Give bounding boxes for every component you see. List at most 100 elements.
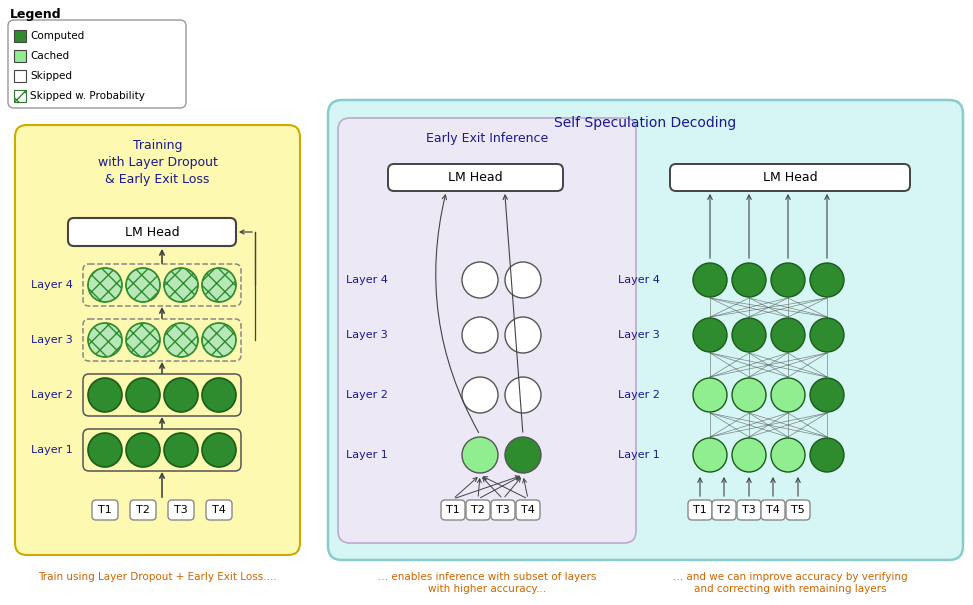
Circle shape	[693, 438, 727, 472]
Text: Layer 4: Layer 4	[618, 275, 660, 285]
Circle shape	[126, 433, 160, 467]
Circle shape	[771, 318, 805, 352]
FancyBboxPatch shape	[14, 90, 26, 102]
FancyBboxPatch shape	[466, 500, 490, 520]
Circle shape	[462, 317, 498, 353]
Circle shape	[202, 268, 236, 302]
FancyBboxPatch shape	[130, 500, 156, 520]
Text: T3: T3	[174, 505, 188, 515]
FancyBboxPatch shape	[388, 164, 563, 191]
Text: Layer 3: Layer 3	[31, 335, 73, 345]
Circle shape	[505, 437, 541, 473]
Text: T2: T2	[136, 505, 150, 515]
FancyBboxPatch shape	[68, 218, 236, 246]
Circle shape	[164, 378, 198, 412]
Text: T4: T4	[522, 505, 535, 515]
FancyBboxPatch shape	[688, 500, 712, 520]
FancyBboxPatch shape	[338, 118, 636, 543]
Circle shape	[693, 318, 727, 352]
FancyBboxPatch shape	[516, 500, 540, 520]
Text: Cached: Cached	[30, 51, 69, 61]
Circle shape	[693, 263, 727, 297]
Text: Early Exit Inference: Early Exit Inference	[426, 132, 548, 145]
Text: ... enables inference with subset of layers
with higher accuracy...: ... enables inference with subset of lay…	[378, 572, 596, 594]
Text: Self Speculation Decoding: Self Speculation Decoding	[555, 116, 737, 130]
FancyBboxPatch shape	[712, 500, 736, 520]
FancyBboxPatch shape	[441, 500, 465, 520]
Text: Skipped w. Probability: Skipped w. Probability	[30, 91, 145, 101]
Text: LM Head: LM Head	[449, 171, 503, 184]
Text: Training
with Layer Dropout
& Early Exit Loss: Training with Layer Dropout & Early Exit…	[97, 139, 217, 186]
Text: Layer 1: Layer 1	[618, 450, 660, 460]
FancyBboxPatch shape	[8, 20, 186, 108]
FancyBboxPatch shape	[14, 50, 26, 62]
Text: Legend: Legend	[10, 8, 61, 21]
Circle shape	[505, 377, 541, 413]
Text: Layer 1: Layer 1	[346, 450, 388, 460]
Circle shape	[732, 378, 766, 412]
Text: T5: T5	[791, 505, 805, 515]
Text: Layer 4: Layer 4	[346, 275, 388, 285]
FancyBboxPatch shape	[168, 500, 194, 520]
Circle shape	[732, 318, 766, 352]
Circle shape	[126, 378, 160, 412]
Circle shape	[462, 377, 498, 413]
FancyBboxPatch shape	[786, 500, 810, 520]
Circle shape	[88, 433, 122, 467]
FancyBboxPatch shape	[92, 500, 118, 520]
Circle shape	[202, 323, 236, 357]
FancyBboxPatch shape	[206, 500, 232, 520]
Text: Layer 2: Layer 2	[618, 390, 660, 400]
Text: T1: T1	[693, 505, 706, 515]
Circle shape	[810, 438, 844, 472]
Circle shape	[505, 262, 541, 298]
Text: T1: T1	[98, 505, 112, 515]
Circle shape	[202, 378, 236, 412]
Circle shape	[88, 378, 122, 412]
FancyBboxPatch shape	[14, 70, 26, 82]
Text: T4: T4	[212, 505, 226, 515]
Circle shape	[771, 263, 805, 297]
Text: LM Head: LM Head	[763, 171, 817, 184]
Text: Layer 3: Layer 3	[618, 330, 660, 340]
FancyBboxPatch shape	[491, 500, 515, 520]
FancyBboxPatch shape	[15, 125, 300, 555]
Circle shape	[164, 268, 198, 302]
Text: ... and we can improve accuracy by verifying
and correcting with remaining layer: ... and we can improve accuracy by verif…	[672, 572, 907, 594]
Circle shape	[202, 433, 236, 467]
FancyBboxPatch shape	[761, 500, 785, 520]
Text: T3: T3	[742, 505, 756, 515]
Circle shape	[462, 262, 498, 298]
Text: Layer 4: Layer 4	[31, 280, 73, 290]
FancyBboxPatch shape	[670, 164, 910, 191]
Circle shape	[164, 323, 198, 357]
Circle shape	[732, 263, 766, 297]
Circle shape	[126, 323, 160, 357]
Circle shape	[505, 317, 541, 353]
Text: T4: T4	[766, 505, 780, 515]
Text: LM Head: LM Head	[125, 226, 179, 238]
Circle shape	[810, 263, 844, 297]
Text: Layer 1: Layer 1	[31, 445, 73, 455]
Text: Skipped: Skipped	[30, 71, 72, 81]
Text: T2: T2	[717, 505, 731, 515]
Text: T3: T3	[496, 505, 510, 515]
Text: T1: T1	[447, 505, 460, 515]
Text: Computed: Computed	[30, 31, 85, 41]
FancyBboxPatch shape	[328, 100, 963, 560]
Text: Layer 2: Layer 2	[346, 390, 388, 400]
Text: T2: T2	[471, 505, 485, 515]
Circle shape	[693, 378, 727, 412]
Circle shape	[771, 438, 805, 472]
FancyBboxPatch shape	[737, 500, 761, 520]
Circle shape	[164, 433, 198, 467]
Circle shape	[771, 378, 805, 412]
Text: Layer 3: Layer 3	[346, 330, 388, 340]
Circle shape	[732, 438, 766, 472]
Circle shape	[462, 437, 498, 473]
Text: Train using Layer Dropout + Early Exit Loss....: Train using Layer Dropout + Early Exit L…	[38, 572, 277, 582]
Circle shape	[88, 323, 122, 357]
Circle shape	[126, 268, 160, 302]
Circle shape	[810, 318, 844, 352]
FancyBboxPatch shape	[14, 30, 26, 42]
